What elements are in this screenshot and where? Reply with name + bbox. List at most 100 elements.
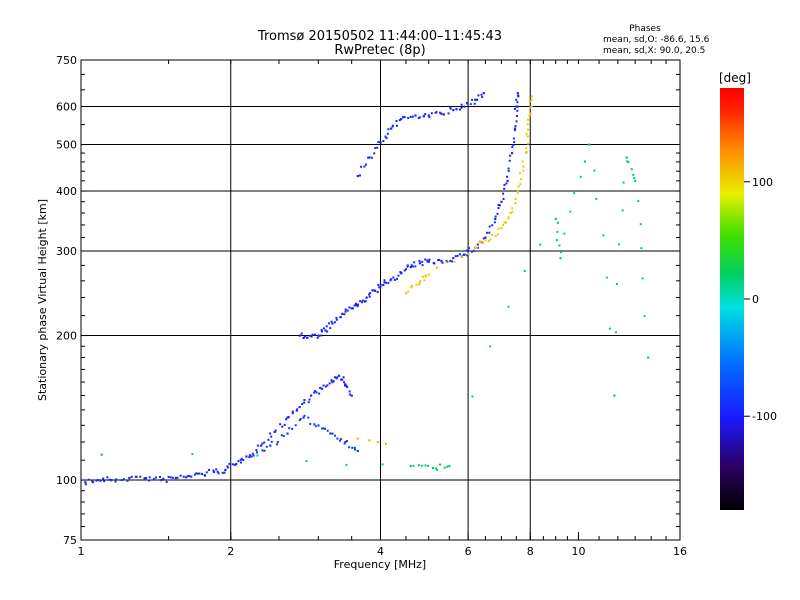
data-point <box>148 476 151 479</box>
data-point <box>200 472 204 476</box>
data-point <box>336 437 339 440</box>
data-point <box>171 476 174 479</box>
data-point <box>478 241 481 244</box>
data-point <box>454 255 457 258</box>
data-point <box>463 105 466 108</box>
data-point <box>503 221 506 224</box>
data-point <box>460 256 463 259</box>
data-point <box>335 377 338 380</box>
data-point <box>269 444 272 447</box>
data-point <box>392 276 395 279</box>
data-point <box>511 145 514 148</box>
data-point <box>424 113 427 116</box>
data-point <box>338 439 341 442</box>
colorbar-ticks: 100 0 -100 <box>744 176 777 423</box>
y-tick-label: 750 <box>56 54 77 67</box>
data-point <box>84 483 87 486</box>
data-point <box>502 223 505 226</box>
data-point <box>470 250 473 253</box>
data-point <box>106 476 109 479</box>
data-point <box>309 334 312 337</box>
data-point <box>308 398 311 401</box>
data-point <box>514 202 517 205</box>
data-point <box>348 393 351 396</box>
y-tick-label: 400 <box>56 185 77 198</box>
data-point <box>108 478 111 481</box>
data-point <box>424 274 427 277</box>
data-point <box>143 477 146 480</box>
data-point <box>95 479 98 482</box>
data-point <box>370 156 373 159</box>
data-point <box>294 424 297 427</box>
data-point <box>516 191 519 194</box>
data-point <box>339 316 342 319</box>
data-point <box>386 132 389 135</box>
data-point <box>500 200 503 203</box>
data-point <box>270 440 273 443</box>
data-point <box>447 112 450 115</box>
data-point <box>207 468 210 471</box>
x-tick-label: 6 <box>465 545 472 558</box>
data-point <box>497 227 500 230</box>
data-point <box>223 471 226 474</box>
data-point <box>625 156 628 159</box>
data-point <box>148 479 151 482</box>
data-point <box>221 471 224 474</box>
data-point <box>165 480 168 483</box>
data-point <box>510 152 514 155</box>
data-point <box>283 423 286 426</box>
data-point <box>484 236 487 239</box>
data-point <box>460 103 463 106</box>
data-point <box>331 432 334 435</box>
x-tick-label: 16 <box>673 545 687 558</box>
data-point <box>314 390 317 393</box>
data-point <box>411 284 414 287</box>
data-point <box>426 260 429 263</box>
colorbar-tick-label: -100 <box>752 410 777 423</box>
data-point <box>356 305 359 308</box>
data-point <box>383 279 386 282</box>
data-point <box>376 441 379 444</box>
data-point <box>458 253 461 256</box>
data-point <box>351 446 354 449</box>
data-point <box>497 204 500 207</box>
data-point <box>424 464 427 467</box>
data-point <box>410 286 413 289</box>
data-point <box>269 432 272 435</box>
data-point <box>395 119 398 122</box>
data-point <box>328 382 331 385</box>
data-point <box>384 135 387 138</box>
data-point <box>451 260 454 263</box>
data-point <box>482 92 485 95</box>
data-point <box>355 304 358 307</box>
data-point <box>487 239 490 243</box>
data-point <box>275 443 278 446</box>
data-point <box>298 405 301 409</box>
data-point <box>376 290 379 293</box>
data-point <box>407 290 410 293</box>
data-point <box>511 207 514 210</box>
data-point <box>115 478 118 481</box>
data-point <box>339 378 342 381</box>
data-point <box>350 394 353 397</box>
data-point <box>403 269 406 272</box>
data-point <box>130 475 133 478</box>
data-point <box>502 197 505 200</box>
data-point <box>273 430 276 434</box>
data-point <box>494 234 497 237</box>
data-point <box>197 472 200 475</box>
data-point <box>371 289 374 292</box>
data-point <box>322 327 325 330</box>
data-point <box>348 390 351 393</box>
data-point <box>529 112 532 115</box>
data-point <box>307 416 310 419</box>
data-point <box>320 334 323 337</box>
data-point <box>203 474 206 477</box>
data-point <box>453 260 456 263</box>
data-point <box>198 472 201 475</box>
data-point <box>303 414 306 417</box>
data-point <box>231 463 234 466</box>
data-point <box>239 461 242 464</box>
data-point <box>573 192 576 195</box>
data-point <box>356 449 359 453</box>
